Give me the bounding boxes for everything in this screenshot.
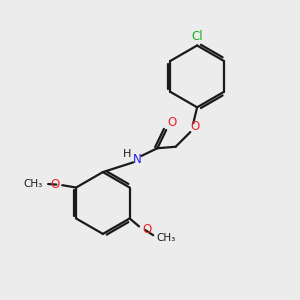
Text: Cl: Cl <box>191 30 203 43</box>
Text: CH₃: CH₃ <box>156 232 176 243</box>
Text: O: O <box>168 116 177 128</box>
Text: O: O <box>50 178 59 190</box>
Text: H: H <box>123 149 131 159</box>
Text: CH₃: CH₃ <box>23 179 42 189</box>
Text: O: O <box>142 223 151 236</box>
Text: O: O <box>191 120 200 133</box>
Text: N: N <box>133 153 142 166</box>
